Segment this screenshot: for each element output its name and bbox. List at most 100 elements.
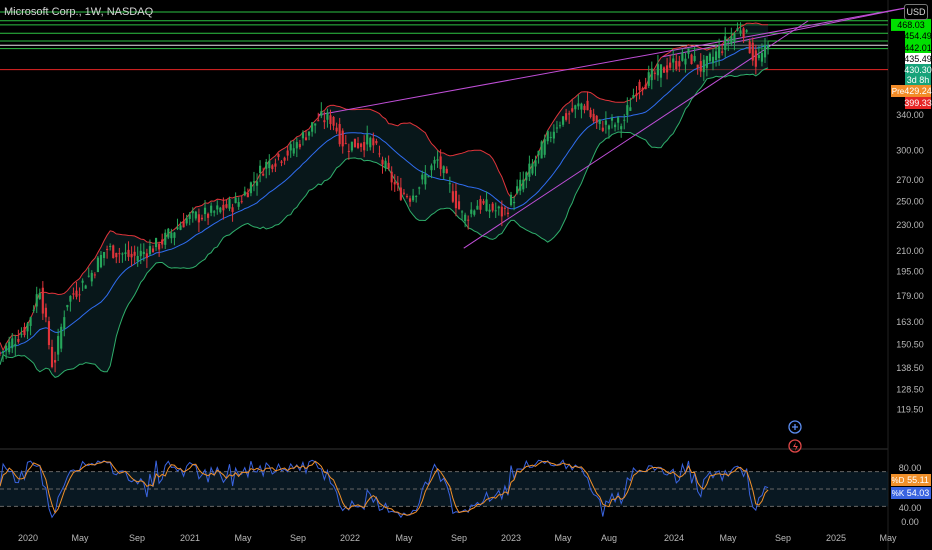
candle-body: [488, 209, 491, 212]
candle-body: [20, 333, 23, 335]
candle-body: [283, 157, 286, 161]
candle-body: [259, 165, 262, 174]
candle-body: [617, 117, 620, 123]
candle-body: [476, 205, 479, 210]
candle-body: [763, 44, 767, 58]
osc-tick-label: 0.00: [901, 517, 919, 527]
osc-k-badge: [891, 487, 905, 499]
trend-line-0: [317, 5, 915, 116]
candle-body: [669, 62, 672, 68]
candle-body: [390, 171, 393, 183]
candle-body: [497, 206, 500, 209]
candle-body: [641, 88, 644, 91]
candle-body: [341, 130, 344, 147]
candle-body: [598, 119, 601, 124]
candle-body: [75, 290, 78, 297]
candle-body: [295, 142, 298, 149]
candle-body: [696, 64, 699, 68]
candle-body: [601, 127, 604, 131]
time-tick-label: Aug: [601, 533, 617, 543]
candle-body: [246, 193, 249, 198]
osc-k-label: %K: [892, 489, 905, 498]
trend-line-2: [662, 5, 915, 58]
candle-body: [317, 120, 320, 122]
time-tick-label: 2021: [180, 533, 200, 543]
lightning-icon[interactable]: [788, 439, 802, 453]
price-tick-label: 179.00: [896, 291, 924, 301]
candle-body: [115, 252, 118, 258]
candle-body: [234, 197, 237, 203]
candle-body: [197, 214, 200, 223]
candle-body: [396, 182, 399, 186]
candle-body: [99, 254, 103, 268]
candle-body: [650, 68, 653, 81]
candle-body: [506, 212, 510, 215]
candle-body: [568, 113, 571, 115]
candle-body: [69, 296, 72, 302]
price-tag: [905, 30, 931, 42]
price-tick-label: 163.00: [896, 317, 924, 327]
candle-body: [387, 162, 390, 169]
candle-body: [647, 72, 650, 86]
candle-body: [84, 285, 87, 289]
candle-body: [320, 111, 323, 116]
candle-body: [699, 61, 702, 72]
plus-circle-icon[interactable]: [788, 420, 802, 434]
currency-button[interactable]: USD: [904, 4, 928, 20]
candle-body: [219, 207, 222, 213]
time-tick-label: Sep: [290, 533, 306, 543]
candle-body: [718, 46, 721, 59]
candle-body: [207, 213, 210, 218]
candle-body: [63, 317, 66, 329]
candle-body: [754, 50, 757, 67]
candle-body: [595, 115, 598, 123]
candle-body: [41, 287, 44, 314]
price-tag: [905, 53, 931, 65]
candle-body: [736, 28, 739, 31]
candle-body: [592, 113, 595, 122]
candle-body: [35, 294, 38, 307]
candle-body: [571, 108, 574, 112]
candle-body: [225, 204, 228, 208]
candle-body: [252, 181, 256, 183]
candle-body: [210, 205, 213, 213]
candle-body: [516, 186, 519, 194]
candle-body: [378, 153, 381, 155]
candle-body: [356, 143, 360, 148]
candle-body: [366, 134, 369, 145]
candle-body: [555, 127, 558, 129]
candle-body: [176, 227, 179, 229]
candle-body: [708, 53, 712, 62]
candle-body: [66, 304, 69, 308]
candle-body: [644, 84, 647, 90]
candle-body: [60, 326, 63, 349]
price-tag: [905, 42, 931, 54]
candle-body: [347, 150, 350, 152]
top-price-tag-label: 468.03: [897, 20, 925, 30]
candle-body: [17, 339, 20, 342]
candle-body: [402, 192, 405, 194]
candle-body: [607, 125, 611, 130]
candle-body: [265, 161, 268, 169]
candle-body: [32, 309, 35, 311]
candle-body: [142, 251, 145, 255]
time-tick-label: 2022: [340, 533, 360, 543]
candle-body: [739, 30, 742, 34]
candle-body: [767, 45, 770, 50]
candle-body: [228, 199, 231, 209]
candle-body: [534, 160, 537, 167]
candle-body: [442, 166, 445, 174]
time-tick-label: 2025: [826, 533, 846, 543]
bollinger-fill: [0, 23, 769, 378]
candle-body: [54, 360, 57, 363]
time-tick-label: May: [395, 533, 413, 543]
candle-body: [106, 248, 109, 250]
candle-body: [721, 51, 724, 53]
candle-body: [185, 218, 188, 224]
candle-body: [537, 150, 540, 156]
pre-badge-label: Pre: [892, 87, 905, 96]
candle-body: [338, 124, 341, 145]
time-tick-label: 2020: [18, 533, 38, 543]
candle-body: [280, 161, 283, 163]
